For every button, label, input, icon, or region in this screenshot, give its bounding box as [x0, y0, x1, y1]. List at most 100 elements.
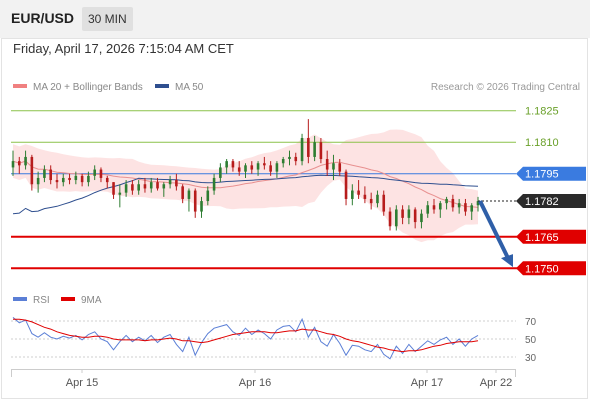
rsi-tick-label-2: 30 — [525, 353, 537, 364]
x-tick-label-2: Apr 17 — [411, 377, 443, 389]
candle-body — [212, 177, 216, 191]
x-axis-ticks: Apr 15 Apr 16 Apr 17 Apr 22 — [66, 369, 512, 389]
candle-body — [156, 182, 159, 189]
candle-body — [11, 161, 15, 168]
candle-body — [187, 190, 191, 199]
candle-body — [168, 180, 172, 185]
rsi-line — [12, 317, 479, 360]
candle-body — [118, 192, 122, 195]
candle-body — [357, 190, 360, 195]
candle-body — [438, 203, 442, 210]
candle-body — [30, 156, 34, 185]
candle-body — [395, 209, 398, 227]
candle-body — [363, 194, 367, 199]
candle-body — [181, 186, 184, 199]
candle-body — [369, 198, 373, 204]
candle-body — [319, 142, 323, 160]
candle-body — [193, 190, 197, 212]
candle-body — [275, 163, 279, 172]
ma9-legend-label: 9MA — [81, 295, 102, 306]
candle-body — [300, 138, 304, 162]
rsi-panel: 70 50 30 — [11, 317, 537, 364]
level-tag-3 — [516, 229, 586, 244]
candle-body — [143, 184, 147, 189]
candle-body — [288, 156, 291, 160]
bollinger-band-fill — [13, 129, 478, 243]
candle-body — [200, 201, 203, 212]
candle-body — [80, 175, 84, 183]
chart-header-bar: EUR/USD 30 MIN — [0, 0, 590, 38]
level-label-4: 1.1750 — [525, 263, 559, 275]
rsi-legend-swatch — [13, 297, 27, 301]
rsi-tick-label-1: 50 — [525, 335, 537, 346]
candle-body — [457, 203, 461, 208]
ma9-legend-swatch — [61, 297, 75, 301]
candle-body — [445, 198, 448, 204]
candle-body — [338, 163, 342, 172]
candle-body — [256, 163, 260, 170]
candle-body — [137, 184, 140, 191]
candle-body — [162, 184, 166, 189]
candle-body — [149, 182, 153, 189]
candle-body — [464, 203, 467, 212]
copyright-text: Research © 2026 Trading Central — [431, 82, 580, 93]
candle-body — [55, 180, 59, 183]
candle-body — [332, 163, 335, 170]
candle-body — [219, 167, 222, 178]
candle-body — [17, 161, 21, 166]
candle-body — [231, 161, 235, 168]
rsi-tick-label-0: 70 — [525, 317, 537, 328]
candle-body — [131, 184, 134, 191]
candle-body — [105, 177, 109, 183]
candle-body — [61, 177, 65, 183]
level-label-2: 1.1795 — [525, 169, 559, 181]
candle-body — [401, 209, 404, 218]
rsi-ma9-line — [13, 318, 479, 353]
candle-body — [244, 165, 247, 172]
candle-body — [250, 165, 254, 170]
candle-body — [237, 167, 241, 172]
candle-body — [74, 175, 78, 181]
x-tick-label-1: Apr 16 — [239, 377, 271, 389]
candle-body — [420, 213, 423, 223]
ma50-legend-label: MA 50 — [175, 82, 204, 93]
candle-body — [351, 190, 354, 199]
candle-body — [175, 180, 178, 187]
level-tag-2 — [516, 166, 586, 181]
x-tick-label-3: Apr 22 — [480, 377, 512, 389]
price-panel: 1.1825 1.1810 1.1795 1.1765 1.1750 1.1782 — [11, 106, 586, 276]
ma50-legend-swatch — [155, 84, 169, 88]
symbol-title: EUR/USD — [11, 10, 75, 26]
candle-body — [407, 209, 411, 218]
candle-body — [269, 165, 272, 172]
candle-body — [307, 138, 310, 157]
candle-body — [413, 209, 417, 223]
current-price-label: 1.1782 — [525, 196, 559, 208]
candle-body — [43, 169, 46, 178]
candle-body — [451, 198, 455, 208]
candle-body — [281, 159, 285, 164]
ma50-line — [12, 174, 479, 215]
candle-body — [325, 159, 329, 170]
candle-body — [382, 194, 386, 212]
candle-body — [313, 142, 316, 157]
candle-body — [68, 177, 71, 181]
chart-datetime: Friday, April 17, 2026 7:15:04 AM CET — [13, 41, 234, 56]
timeframe-badge[interactable]: 30 MIN — [82, 7, 133, 31]
candle-body — [206, 190, 210, 202]
ma20-legend-swatch — [13, 84, 27, 88]
candle-body — [93, 169, 96, 176]
candle-body — [263, 163, 266, 166]
candle-body — [124, 184, 128, 193]
candle-body — [24, 156, 27, 166]
x-tick-label-0: Apr 15 — [66, 377, 98, 389]
candle-body — [294, 156, 298, 162]
candle-body — [432, 205, 436, 210]
current-price-tag — [516, 194, 586, 209]
candle-body — [49, 169, 53, 181]
level-label-3: 1.1765 — [525, 232, 559, 244]
candle-body — [36, 177, 40, 185]
candle-body — [476, 201, 480, 206]
candle-body — [376, 194, 379, 204]
